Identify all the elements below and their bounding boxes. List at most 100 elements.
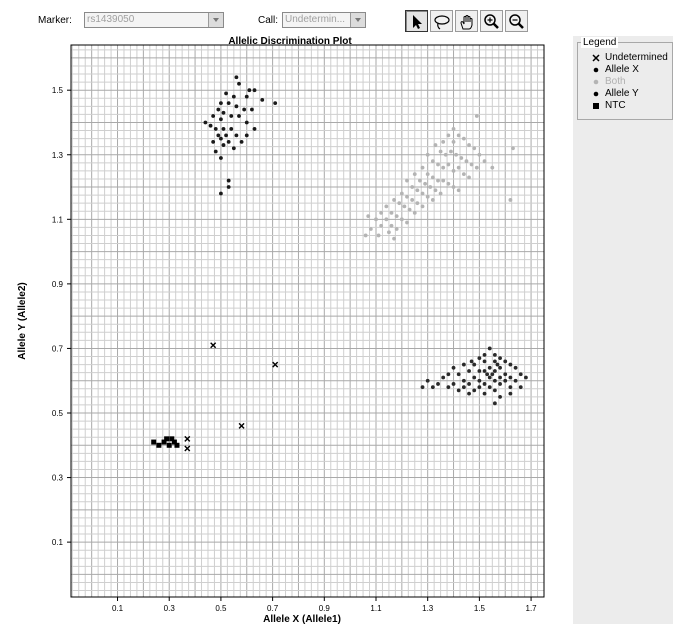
data-point[interactable] <box>415 201 420 206</box>
data-point[interactable] <box>492 359 497 364</box>
allelic-discrimination-plot[interactable]: 0.1 0.3 0.5 0.7 0.9 1.1 1.3 1.5 1.7 0.1 0.3 0.5 0.7 0… <box>0 0 573 624</box>
data-point[interactable] <box>461 385 466 390</box>
data-point[interactable] <box>219 156 223 160</box>
data-point[interactable] <box>477 385 482 390</box>
data-point[interactable] <box>456 165 461 170</box>
data-point[interactable] <box>487 346 492 351</box>
data-point[interactable] <box>467 391 471 396</box>
data-point[interactable] <box>226 185 231 189</box>
data-point[interactable] <box>384 204 389 209</box>
data-point[interactable] <box>451 365 456 370</box>
data-point[interactable] <box>438 149 443 154</box>
data-point[interactable] <box>482 391 487 396</box>
data-point[interactable] <box>436 162 440 167</box>
data-point[interactable] <box>487 385 492 390</box>
data-point[interactable] <box>221 127 226 131</box>
data-point[interactable] <box>213 149 218 154</box>
data-point[interactable] <box>430 175 435 180</box>
data-point[interactable] <box>420 165 425 170</box>
data-point[interactable] <box>405 220 409 225</box>
data-point[interactable] <box>446 385 451 390</box>
select-tool-button[interactable] <box>405 10 428 32</box>
data-point[interactable] <box>490 165 495 170</box>
data-point[interactable] <box>498 382 502 386</box>
data-point[interactable] <box>446 372 451 377</box>
data-point[interactable] <box>467 369 471 373</box>
data-point[interactable] <box>477 378 482 383</box>
data-point[interactable] <box>244 120 249 125</box>
data-point[interactable] <box>492 352 497 357</box>
data-point[interactable] <box>219 136 223 141</box>
data-point[interactable] <box>425 378 430 383</box>
data-point[interactable] <box>156 442 162 448</box>
data-point[interactable] <box>384 217 389 222</box>
data-point[interactable] <box>226 139 231 144</box>
data-point[interactable] <box>410 185 415 189</box>
data-point[interactable] <box>151 439 157 445</box>
data-point[interactable] <box>164 436 170 442</box>
data-point[interactable] <box>477 356 482 361</box>
data-point[interactable] <box>402 204 407 209</box>
data-point[interactable] <box>405 194 409 199</box>
data-point[interactable] <box>252 127 257 131</box>
data-point[interactable] <box>420 385 425 390</box>
data-point[interactable] <box>174 442 180 448</box>
data-point[interactable] <box>456 133 461 138</box>
data-point[interactable] <box>482 359 487 364</box>
data-point[interactable] <box>399 191 404 196</box>
data-point[interactable] <box>374 217 378 222</box>
data-point[interactable] <box>492 378 497 383</box>
data-point[interactable] <box>467 143 471 147</box>
data-point[interactable] <box>446 181 451 186</box>
data-point[interactable] <box>487 365 492 370</box>
data-point[interactable] <box>216 107 221 112</box>
data-point[interactable] <box>498 375 502 380</box>
data-point[interactable] <box>451 185 456 189</box>
data-point[interactable] <box>449 149 453 154</box>
data-point[interactable] <box>464 159 469 164</box>
data-point[interactable] <box>161 439 167 445</box>
data-point[interactable] <box>428 185 433 189</box>
data-point[interactable] <box>410 198 415 202</box>
data-point[interactable] <box>221 143 226 147</box>
data-point[interactable] <box>508 362 513 367</box>
data-point[interactable] <box>260 97 265 102</box>
data-point[interactable] <box>412 210 417 215</box>
data-point[interactable] <box>461 362 466 367</box>
data-point[interactable] <box>389 210 394 215</box>
data-point[interactable] <box>498 394 502 399</box>
data-point[interactable] <box>244 133 249 138</box>
data-point[interactable] <box>492 401 497 406</box>
data-point[interactable] <box>503 359 508 364</box>
data-point[interactable] <box>273 101 278 106</box>
data-point[interactable] <box>387 230 391 235</box>
data-point[interactable] <box>524 375 528 380</box>
data-point[interactable] <box>407 207 412 212</box>
data-point[interactable] <box>210 342 217 349</box>
data-point[interactable] <box>498 365 502 370</box>
data-point[interactable] <box>472 362 477 367</box>
data-point[interactable] <box>461 378 466 383</box>
data-point[interactable] <box>379 223 384 228</box>
data-point[interactable] <box>216 133 221 138</box>
data-point[interactable] <box>441 139 446 144</box>
data-point[interactable] <box>211 139 216 144</box>
data-point[interactable] <box>513 365 518 370</box>
data-point[interactable] <box>482 352 487 357</box>
data-point[interactable] <box>234 75 239 80</box>
data-point[interactable] <box>420 191 425 196</box>
data-point[interactable] <box>438 191 443 196</box>
marker-select[interactable]: rs1439050 <box>84 12 224 28</box>
data-point[interactable] <box>433 188 438 193</box>
data-point[interactable] <box>234 104 239 109</box>
data-point[interactable] <box>451 139 456 144</box>
data-point[interactable] <box>363 233 368 238</box>
data-point[interactable] <box>239 139 244 144</box>
data-point[interactable] <box>238 422 245 429</box>
data-point[interactable] <box>508 198 513 202</box>
data-point[interactable] <box>368 227 373 231</box>
data-point[interactable] <box>392 198 396 202</box>
data-point[interactable] <box>490 372 495 377</box>
data-point[interactable] <box>250 107 254 112</box>
data-point[interactable] <box>456 372 461 377</box>
